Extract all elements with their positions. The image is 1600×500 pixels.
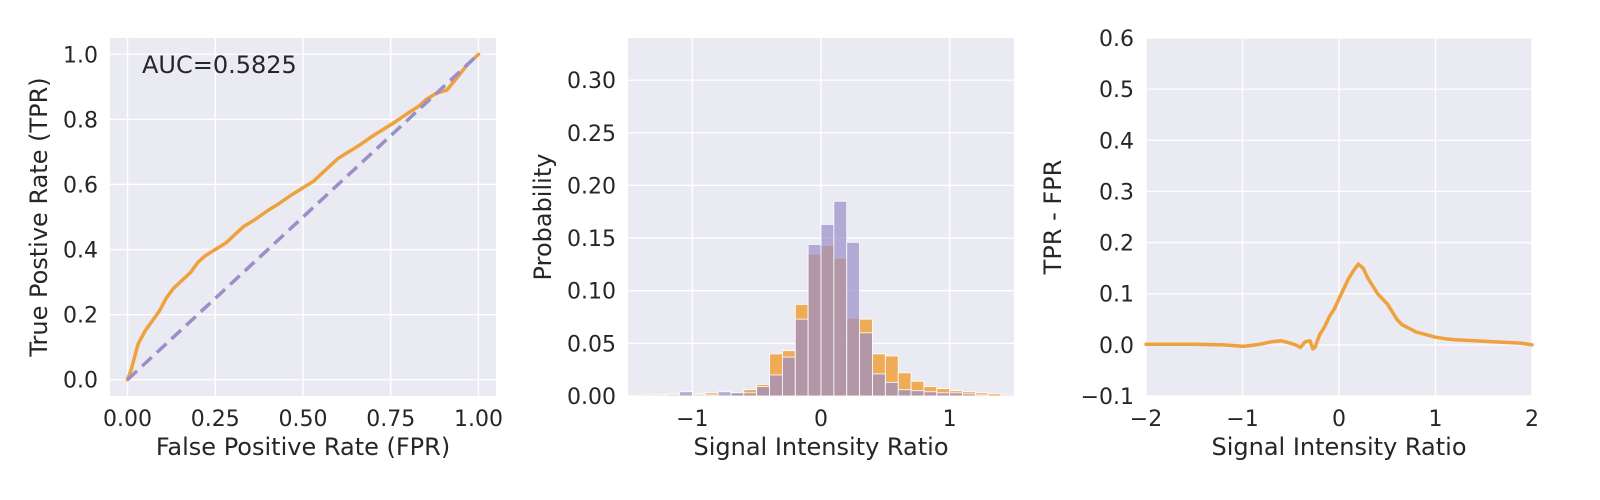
histogram-bar (794, 318, 809, 397)
roc-grid (110, 38, 496, 396)
histogram-bar (743, 392, 758, 397)
y-tick-label: 0.2 (63, 304, 98, 329)
x-tick-label: 0.25 (191, 407, 240, 432)
difference-series (1144, 262, 1534, 351)
x-tick-label: −1 (676, 407, 708, 432)
histogram-bar (691, 394, 706, 397)
histogram-panel: −1 0 1 0.00 0.05 0.10 0.15 0.20 0.25 0.30 Signal … (529, 38, 1015, 461)
roc-x-axis-label: False Positive Rate (FPR) (156, 433, 450, 461)
histogram-bar (640, 394, 655, 397)
x-tick-label: 1 (1429, 407, 1443, 432)
histogram-bar (679, 391, 693, 397)
y-tick-label: 0.4 (1099, 129, 1134, 154)
difference-panel: −2 −1 0 1 2 −0.1 0.0 0.1 0.2 0.3 0.4 0.5 0.6 Signal … (1039, 27, 1539, 461)
histogram-bar (833, 200, 848, 397)
x-tick-label: 1.00 (454, 407, 503, 432)
histogram-bar (730, 392, 745, 397)
histogram-y-axis-label: Probability (529, 154, 557, 281)
x-tick-label: 1 (943, 407, 957, 432)
y-tick-label: 0.1 (1099, 283, 1134, 308)
histogram-bar (987, 393, 1002, 397)
histogram-bar (653, 394, 668, 397)
y-tick-label: 0.6 (1099, 27, 1134, 52)
roc-ticks: 0.00 0.25 0.50 0.75 1.00 0.0 0.2 0.4 0.6 0.8 1.0 (63, 43, 503, 432)
histogram-bar (717, 391, 732, 397)
histogram-bar (872, 373, 886, 397)
difference-y-axis-label: TPR - FPR (1039, 160, 1067, 276)
difference-ticks: −2 −1 0 1 2 −0.1 0.0 0.1 0.2 0.3 0.4 0.5 0.6 (1081, 27, 1539, 432)
y-tick-label: 0.15 (567, 227, 616, 252)
histogram-x-axis-label: Signal Intensity Ratio (693, 433, 948, 461)
histogram-bar (949, 392, 963, 397)
histogram-ticks: −1 0 1 0.00 0.05 0.10 0.15 0.20 0.25 0.30 (567, 69, 957, 432)
x-tick-label: 0 (1332, 407, 1346, 432)
y-tick-label: 0.6 (63, 173, 98, 198)
x-tick-label: −1 (1226, 407, 1258, 432)
y-tick-label: 0.30 (567, 69, 616, 94)
y-tick-label: 1.0 (63, 43, 98, 68)
histogram-bar (962, 393, 976, 397)
roc-y-axis-label: True Postive Rate (TPR) (25, 77, 53, 357)
y-tick-label: 0.3 (1099, 180, 1134, 205)
histogram-bar (820, 223, 835, 397)
y-tick-label: 0.00 (567, 385, 616, 410)
histogram-bar (859, 332, 873, 397)
difference-x-axis-label: Signal Intensity Ratio (1211, 433, 1466, 461)
roc-series (125, 52, 481, 382)
y-tick-label: 0.2 (1099, 232, 1134, 257)
histogram-bar (782, 356, 796, 397)
y-tick-label: 0.20 (567, 174, 616, 199)
histogram-bars (640, 200, 1015, 397)
curve-line (125, 52, 481, 382)
x-tick-label: 0 (814, 407, 828, 432)
y-tick-label: 0.5 (1099, 78, 1134, 103)
y-tick-label: 0.0 (1099, 334, 1134, 359)
histogram-bar (1000, 394, 1015, 397)
x-tick-label: 0.50 (279, 407, 328, 432)
histogram-bar (884, 381, 899, 397)
x-tick-label: −2 (1130, 407, 1162, 432)
histogram-bar (704, 394, 719, 397)
y-tick-label: 0.0 (63, 369, 98, 394)
histogram-bar (923, 391, 938, 397)
y-tick-label: 0.8 (63, 108, 98, 133)
curve-line (1144, 262, 1534, 351)
y-tick-label: 0.05 (567, 332, 616, 357)
y-tick-label: 0.4 (63, 239, 98, 264)
y-tick-label: −0.1 (1081, 385, 1134, 410)
x-tick-label: 2 (1525, 407, 1539, 432)
histogram-bar (666, 394, 680, 397)
histogram-bar (936, 392, 951, 397)
x-tick-label: 0.75 (366, 407, 415, 432)
y-tick-label: 0.25 (567, 122, 616, 147)
histogram-bar (846, 241, 861, 397)
x-tick-label: 0.00 (103, 407, 152, 432)
auc-annotation: AUC=0.5825 (142, 51, 297, 79)
histogram-bar (910, 390, 925, 397)
difference-grid (1145, 37, 1533, 397)
roc-panel: 0.00 0.25 0.50 0.75 1.00 0.0 0.2 0.4 0.6 0.8 1.0 A… (25, 38, 503, 461)
y-tick-label: 0.10 (567, 280, 616, 305)
histogram-bar (975, 394, 989, 397)
histogram-bar (807, 243, 822, 397)
histogram-bar (769, 374, 783, 397)
histogram-bar (756, 386, 770, 397)
histogram-bar (897, 389, 912, 397)
